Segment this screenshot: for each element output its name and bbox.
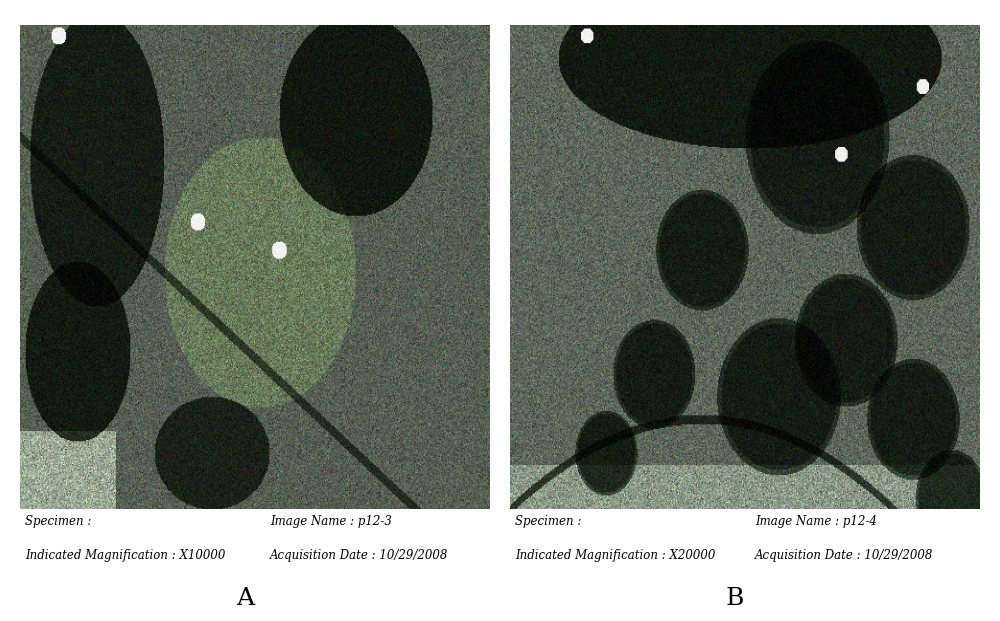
- Text: Specimen :: Specimen :: [515, 515, 581, 528]
- Text: Indicated Magnification : X10000: Indicated Magnification : X10000: [25, 549, 225, 562]
- Text: Specimen :: Specimen :: [25, 515, 91, 528]
- Text: B: B: [726, 587, 744, 610]
- Text: Acquisition Date : 10/29/2008: Acquisition Date : 10/29/2008: [755, 549, 933, 562]
- Text: A: A: [236, 587, 254, 610]
- Text: Indicated Magnification : X20000: Indicated Magnification : X20000: [515, 549, 715, 562]
- Text: Image Name : p12-3: Image Name : p12-3: [270, 515, 392, 528]
- Text: Image Name : p12-4: Image Name : p12-4: [755, 515, 877, 528]
- Text: Acquisition Date : 10/29/2008: Acquisition Date : 10/29/2008: [270, 549, 448, 562]
